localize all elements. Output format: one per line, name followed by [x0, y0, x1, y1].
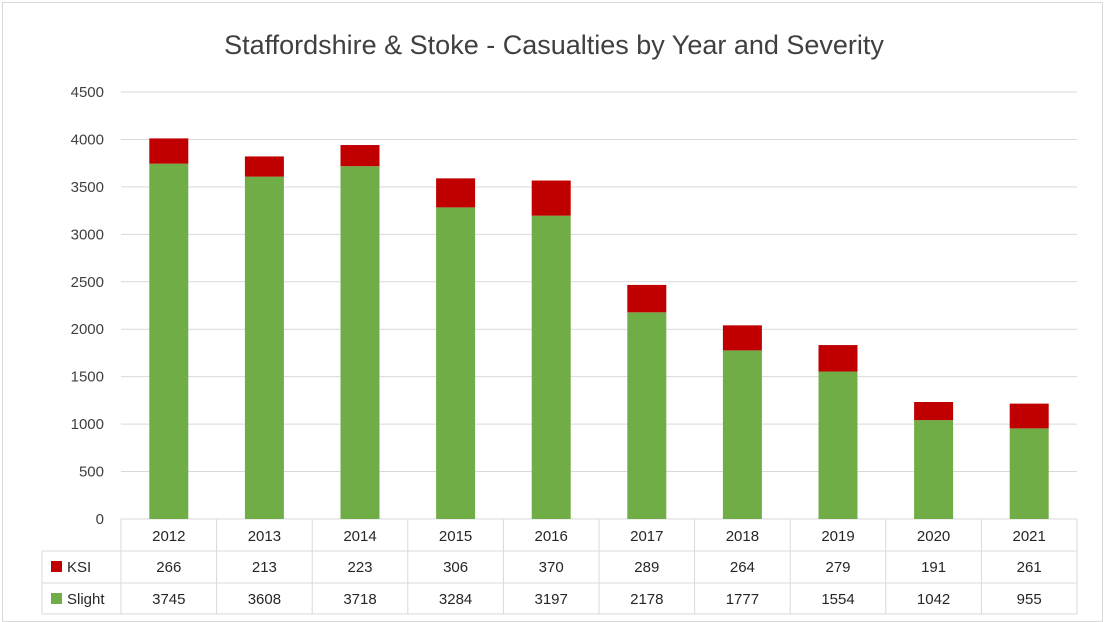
y-tick-label: 4000: [71, 131, 104, 148]
x-tick-label: 2021: [1013, 528, 1046, 545]
x-tick-label: 2017: [630, 528, 663, 545]
y-tick-label: 2000: [71, 321, 104, 338]
data-label-ksi: 261: [1017, 559, 1042, 576]
bar-ksi-2015: [436, 178, 476, 208]
data-label-ksi: 191: [921, 559, 946, 576]
y-tick-label: 500: [79, 464, 104, 481]
x-tick-label: 2015: [439, 528, 472, 545]
bar-ksi-2021: [1009, 403, 1049, 429]
data-label-ksi: 213: [252, 559, 277, 576]
bar-ksi-2020: [914, 402, 954, 421]
data-label-slight: 3608: [248, 591, 281, 608]
data-label-ksi: 279: [825, 559, 850, 576]
data-label-slight: 1777: [726, 591, 759, 608]
legend-key-slight: [51, 593, 62, 604]
y-tick-label: 1000: [71, 416, 104, 433]
bar-ksi-2019: [818, 345, 858, 372]
y-tick-label: 4500: [71, 84, 104, 101]
data-label-slight: 3284: [439, 591, 472, 608]
y-tick-label: 1500: [71, 369, 104, 386]
data-label-ksi: 266: [156, 559, 181, 576]
data-label-ksi: 289: [634, 559, 659, 576]
bar-slight-2012: [149, 163, 189, 519]
x-tick-label: 2013: [248, 528, 281, 545]
data-label-slight: 3745: [152, 591, 185, 608]
data-label-ksi: 306: [443, 559, 468, 576]
data-label-slight: 2178: [630, 591, 663, 608]
legend-key-ksi: [51, 561, 62, 572]
x-tick-label: 2014: [343, 528, 376, 545]
bar-ksi-2012: [149, 138, 189, 164]
bar-ksi-2017: [627, 284, 667, 313]
y-tick-label: 3000: [71, 226, 104, 243]
data-label-slight: 1042: [917, 591, 950, 608]
bar-ksi-2014: [340, 145, 380, 167]
bar-ksi-2013: [244, 156, 284, 177]
data-label-ksi: 223: [347, 559, 372, 576]
data-label-ksi: 370: [539, 559, 564, 576]
legend-label-ksi: KSI: [67, 559, 91, 576]
x-tick-label: 2019: [821, 528, 854, 545]
x-tick-label: 2012: [152, 528, 185, 545]
legend-label-slight: Slight: [67, 591, 105, 608]
x-tick-label: 2016: [535, 528, 568, 545]
bar-ksi-2018: [722, 325, 762, 351]
data-label-slight: 955: [1017, 591, 1042, 608]
bar-slight-2017: [627, 312, 667, 519]
y-tick-label: 2500: [71, 274, 104, 291]
x-tick-label: 2020: [917, 528, 950, 545]
data-label-slight: 3197: [535, 591, 568, 608]
chart-title: Staffordshire & Stoke - Casualties by Ye…: [224, 30, 884, 60]
bar-slight-2013: [244, 176, 284, 520]
bar-slight-2015: [436, 207, 476, 519]
bar-slight-2016: [531, 215, 571, 519]
bar-ksi-2016: [531, 180, 571, 216]
data-label-ksi: 264: [730, 559, 755, 576]
data-label-slight: 3718: [343, 591, 376, 608]
data-label-slight: 1554: [821, 591, 854, 608]
x-tick-label: 2018: [726, 528, 759, 545]
bar-slight-2018: [722, 350, 762, 519]
y-tick-label: 0: [96, 511, 104, 528]
bar-slight-2014: [340, 166, 380, 519]
bar-slight-2021: [1009, 428, 1049, 519]
y-tick-label: 3500: [71, 179, 104, 196]
bar-slight-2019: [818, 371, 858, 519]
bar-slight-2020: [914, 420, 954, 519]
